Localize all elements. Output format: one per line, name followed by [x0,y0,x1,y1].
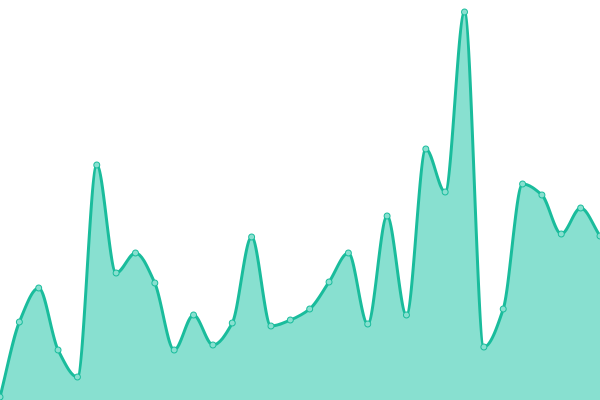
data-point-30 [577,204,585,212]
data-point-26 [499,305,507,313]
data-point-21 [402,311,410,319]
data-point-22 [422,145,430,153]
data-point-28 [538,191,546,199]
data-point-24 [461,8,469,16]
data-point-8 [151,279,159,287]
data-point-31 [596,232,600,240]
data-point-6 [112,269,120,277]
data-point-1 [15,318,23,326]
data-point-9 [170,346,178,354]
data-point-5 [93,161,101,169]
data-point-14 [267,322,275,330]
data-point-4 [73,373,81,381]
data-point-27 [519,180,527,188]
data-point-23 [441,188,449,196]
data-point-20 [383,212,391,220]
data-point-2 [35,284,43,292]
data-point-15 [286,316,294,324]
data-point-25 [480,343,488,351]
data-point-18 [344,249,352,257]
data-point-16 [306,305,314,313]
data-point-17 [325,278,333,286]
data-point-12 [228,319,236,327]
data-point-10 [190,311,198,319]
data-point-19 [364,320,372,328]
data-markers [0,8,600,400]
data-point-7 [131,249,139,257]
data-point-3 [54,346,62,354]
data-point-0 [0,393,4,400]
data-point-13 [248,233,256,241]
data-point-29 [557,230,565,238]
data-point-11 [209,341,217,349]
area-fill [0,12,600,400]
